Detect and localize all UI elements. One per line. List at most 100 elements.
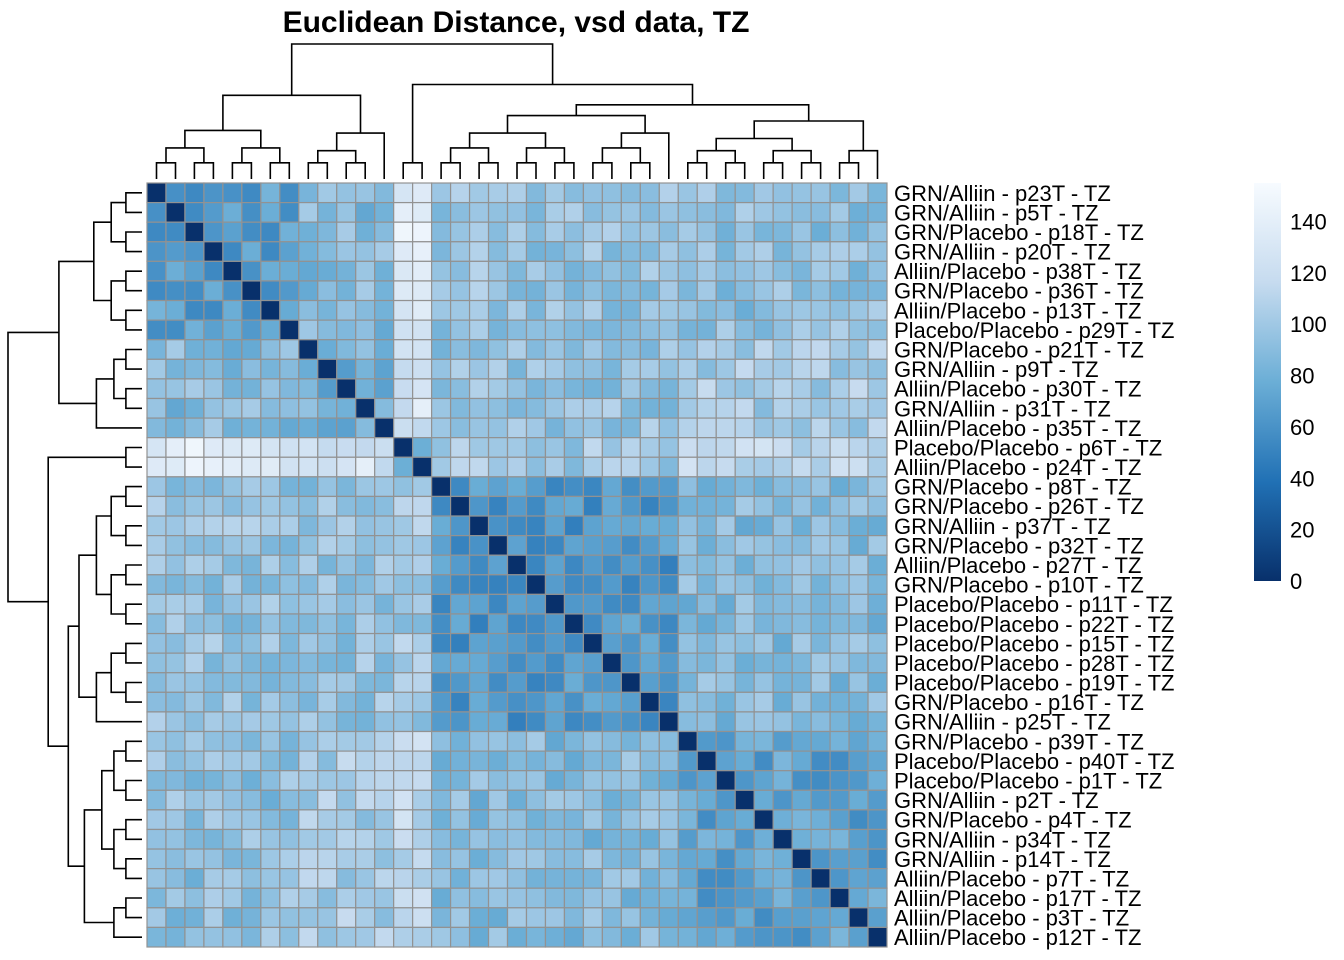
- heatmap-cell: [734, 495, 755, 517]
- heatmap-cell: [658, 437, 679, 458]
- dendrogram-branch: [290, 43, 554, 96]
- heatmap-cell: [620, 848, 641, 870]
- heatmap-cell: [260, 535, 281, 556]
- heatmap-cell: [867, 339, 888, 360]
- heatmap-cell: [449, 260, 471, 282]
- heatmap-cell: [279, 887, 300, 909]
- row-label: GRN/Alliin - p2T - TZ: [894, 788, 1099, 813]
- heatmap-cell: [582, 397, 603, 419]
- heatmap-cell: [393, 201, 414, 223]
- heatmap-cell: [525, 437, 547, 458]
- heatmap-cell: [753, 730, 774, 752]
- heatmap-cell: [393, 378, 414, 400]
- heatmap-cell: [677, 260, 698, 282]
- heatmap-cell: [317, 809, 338, 831]
- heatmap-cell: [829, 201, 850, 223]
- dendrogram-branch: [525, 147, 566, 163]
- heatmap-cell: [734, 201, 755, 223]
- heatmap-cell: [279, 613, 300, 635]
- heatmap-cell: [848, 397, 869, 419]
- heatmap-cell: [222, 613, 243, 635]
- heatmap-cell: [431, 241, 452, 262]
- heatmap-cell: [525, 378, 547, 400]
- heatmap-cell: [487, 809, 509, 831]
- heatmap-cell: [336, 437, 357, 458]
- heatmap-cell: [658, 417, 679, 439]
- heatmap-cell: [867, 848, 888, 870]
- heatmap-cell: [298, 593, 319, 615]
- heatmap-cell: [696, 809, 717, 831]
- heatmap-cell: [241, 182, 262, 204]
- heatmap-cell: [317, 378, 338, 400]
- heatmap-cell: [336, 828, 357, 850]
- colorbar-tick-label: 20: [1290, 518, 1314, 543]
- heatmap-cell: [222, 632, 243, 654]
- heatmap-cell: [412, 887, 433, 909]
- heatmap-cell: [601, 299, 622, 321]
- heatmap-cell: [829, 672, 850, 693]
- heatmap-cell: [772, 907, 793, 929]
- heatmap-cell: [203, 397, 224, 419]
- heatmap-cell: [203, 299, 224, 321]
- heatmap-cell: [374, 437, 395, 458]
- row-dendrogram: [7, 192, 142, 938]
- heatmap-cell: [658, 887, 679, 909]
- heatmap-cell: [260, 711, 281, 733]
- heatmap-cell: [867, 789, 888, 811]
- dendrogram-branch: [601, 147, 642, 163]
- dendrogram-branch: [193, 162, 215, 179]
- heatmap-cell: [677, 711, 698, 733]
- heatmap-cell: [620, 809, 641, 831]
- heatmap-cell: [563, 358, 585, 380]
- heatmap-cell: [772, 182, 793, 204]
- heatmap-cell: [431, 672, 452, 693]
- heatmap-cell: [355, 907, 376, 929]
- heatmap-cell: [525, 672, 547, 693]
- heatmap-cell: [563, 868, 585, 889]
- heatmap-cell: [525, 495, 547, 517]
- heatmap-cell: [506, 672, 528, 693]
- heatmap-cell: [506, 476, 528, 498]
- column-dendrogram: [155, 43, 879, 179]
- heatmap-cell: [658, 828, 679, 850]
- heatmap-cell: [412, 750, 433, 772]
- heatmap-cell: [734, 535, 755, 556]
- heatmap-cell: [601, 926, 622, 948]
- heatmap-cell: [279, 711, 300, 733]
- dendrogram-branch: [307, 162, 329, 179]
- heatmap-cell: [677, 809, 698, 831]
- heatmap-cell: [487, 868, 509, 889]
- heatmap-cell: [487, 201, 509, 223]
- row-label: GRN/Placebo - p26T - TZ: [894, 494, 1144, 519]
- heatmap-cell: [582, 456, 603, 478]
- heatmap-cell: [487, 672, 509, 693]
- heatmap-cell: [620, 182, 641, 204]
- heatmap-cell: [677, 378, 698, 400]
- heatmap-cell: [260, 926, 281, 948]
- heatmap-cell: [506, 201, 528, 223]
- row-label: GRN/Alliin - p34T - TZ: [894, 827, 1111, 852]
- heatmap-cell: [810, 221, 831, 243]
- heatmap-cell: [412, 848, 433, 870]
- heatmap-cell: [620, 378, 641, 400]
- heatmap-cell: [715, 789, 736, 811]
- heatmap-cell: [374, 868, 395, 889]
- heatmap-cell: [146, 868, 167, 889]
- heatmap-cell: [374, 848, 395, 870]
- heatmap-cell: [601, 319, 622, 341]
- heatmap-cell: [601, 848, 622, 870]
- heatmap-cell: [260, 515, 281, 537]
- heatmap-cell: [506, 437, 528, 458]
- heatmap-cell: [848, 750, 869, 772]
- heatmap-cell: [753, 339, 774, 360]
- heatmap-cell: [468, 593, 490, 615]
- heatmap-cell: [431, 730, 452, 752]
- heatmap-cell: [279, 828, 300, 850]
- heatmap-cell: [506, 221, 528, 243]
- heatmap-cell: [810, 437, 831, 458]
- heatmap-cell: [582, 730, 603, 752]
- heatmap-cell: [829, 260, 850, 282]
- heatmap-cell: [601, 221, 622, 243]
- heatmap-cell: [734, 770, 755, 791]
- heatmap-cell: [449, 868, 471, 889]
